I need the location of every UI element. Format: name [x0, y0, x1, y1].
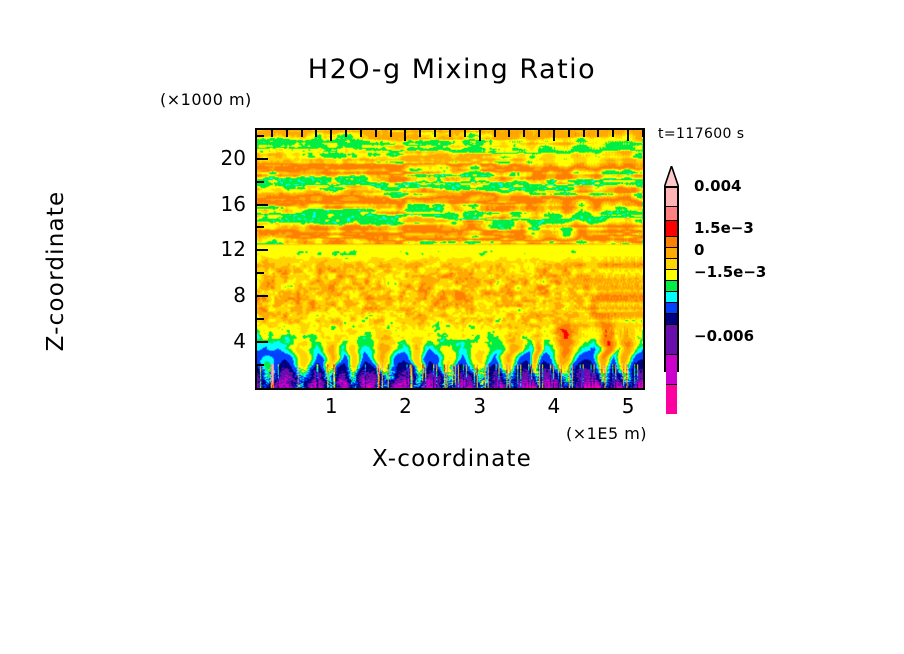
x-axis-unit-label: (×1E5 m) — [566, 424, 648, 443]
y-tick — [257, 134, 264, 137]
y-tick — [257, 203, 268, 206]
y-tick-label: 20 — [220, 145, 246, 170]
colorbar-segment — [666, 302, 677, 313]
x-tick — [463, 130, 466, 137]
y-tick — [257, 295, 268, 298]
x-tick — [404, 130, 407, 141]
y-axis-title: Z-coordinate — [43, 190, 69, 352]
x-tick — [582, 130, 585, 137]
colorbar-segment — [666, 291, 677, 302]
colorbar-segment — [666, 269, 677, 280]
colorbar-segment — [666, 384, 677, 414]
x-tick — [552, 130, 555, 141]
y-tick — [257, 249, 268, 252]
colorbar-segment — [666, 188, 677, 206]
x-tick — [270, 130, 273, 137]
x-tick — [508, 130, 511, 137]
x-tick — [493, 130, 496, 137]
page-title: H2O-g Mixing Ratio — [307, 54, 597, 85]
y-tick-label: 12 — [220, 237, 246, 262]
y-tick — [257, 272, 264, 275]
colorbar-segment — [666, 354, 677, 384]
x-tick — [597, 130, 600, 137]
y-tick — [257, 226, 264, 229]
x-tick — [538, 130, 541, 137]
x-tick-label: 4 — [547, 394, 561, 418]
x-tick-label: 3 — [473, 394, 487, 418]
x-tick — [285, 130, 288, 137]
colorbar-segment — [666, 220, 677, 236]
colorbar-segment — [666, 280, 677, 291]
colorbar-label: 0.004 — [694, 177, 742, 195]
x-tick — [627, 130, 630, 141]
x-tick-label: 1 — [324, 394, 338, 418]
y-tick — [257, 341, 268, 344]
x-tick — [345, 130, 348, 137]
y-tick-label: 8 — [233, 283, 246, 308]
colorbar-label: 1.5e−3 — [694, 219, 754, 237]
x-tick-label: 5 — [621, 394, 635, 418]
colorbar-arrow-tip — [664, 166, 679, 188]
x-tick — [374, 130, 377, 137]
y-tick — [257, 180, 264, 183]
y-axis-unit-label: (×1000 m) — [160, 90, 252, 109]
timestamp-annotation: t=117600 s — [658, 126, 745, 142]
colorbar-segment — [666, 236, 677, 247]
x-tick — [359, 130, 362, 137]
colorbar-label: 0 — [694, 241, 705, 259]
y-tick-label: 4 — [233, 329, 246, 354]
x-tick — [642, 130, 643, 137]
x-tick — [315, 130, 318, 137]
x-tick — [478, 130, 481, 141]
colorbar-segment — [666, 247, 677, 258]
colorbar-segment — [666, 258, 677, 269]
y-tick — [257, 157, 268, 160]
y-tick-label: 16 — [220, 191, 246, 216]
x-tick — [612, 130, 615, 137]
x-tick — [567, 130, 570, 137]
x-tick — [449, 130, 451, 137]
x-tick — [434, 130, 437, 137]
x-tick — [330, 130, 333, 141]
colorbar-label: −1.5e−3 — [694, 263, 767, 281]
colorbar-label: −0.006 — [694, 327, 755, 345]
colorbar-segment — [666, 324, 677, 354]
x-tick-label: 2 — [399, 394, 412, 418]
y-tick — [257, 318, 264, 321]
contour-field — [257, 130, 643, 388]
x-tick — [419, 130, 422, 137]
contour-plot-area — [255, 128, 645, 390]
x-tick — [300, 130, 303, 137]
x-tick — [389, 130, 392, 137]
colorbar — [664, 186, 679, 414]
colorbar-segment — [666, 206, 677, 220]
y-tick — [257, 364, 264, 367]
x-tick — [523, 130, 526, 137]
x-axis-title: X-coordinate — [372, 446, 532, 472]
colorbar-segment — [666, 313, 677, 324]
